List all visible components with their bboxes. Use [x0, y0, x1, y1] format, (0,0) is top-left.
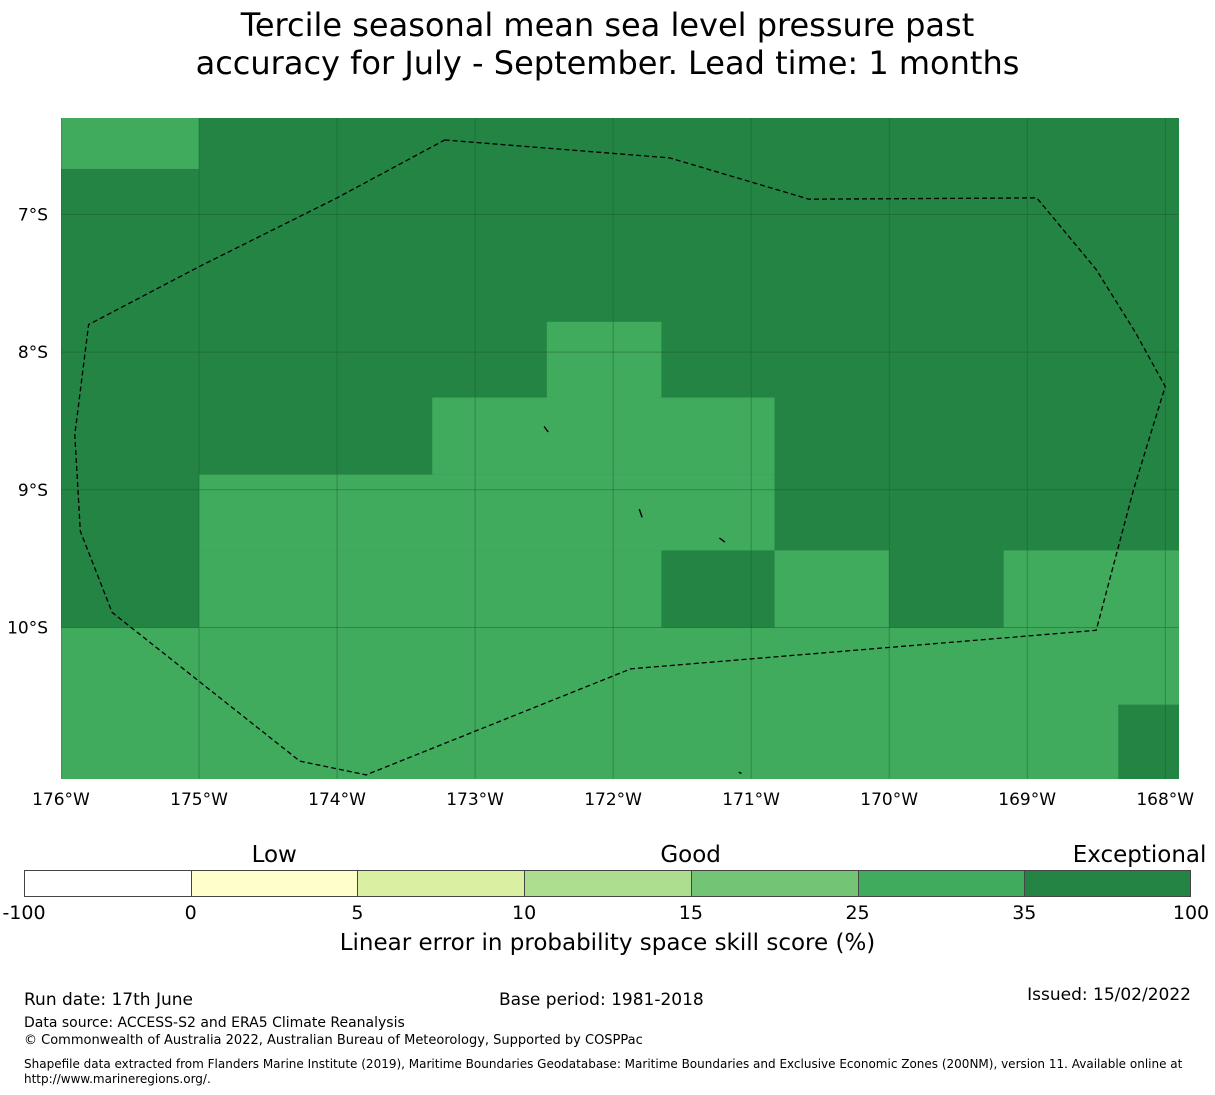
lat-tick-label: 8°S [18, 343, 48, 363]
lon-tick-label: 176°W [32, 790, 90, 810]
island-outline [543, 426, 549, 433]
lon-tick-label: 169°W [998, 790, 1056, 810]
colorbar-tick-label: -100 [2, 902, 46, 924]
lon-tick-label: 170°W [860, 790, 918, 810]
lat-tick-label: 9°S [18, 481, 48, 501]
colorbar-category-label: Exceptional [1072, 842, 1207, 868]
issued-date: Issued: 15/02/2022 [1027, 985, 1191, 1005]
lon-tick-label: 171°W [722, 790, 780, 810]
skill-cell [546, 321, 662, 398]
lat-tick-label: 10°S [7, 619, 48, 639]
chart-title-line-1: Tercile seasonal mean sea level pressure… [240, 6, 975, 44]
colorbar-bin [24, 870, 191, 897]
colorbar-bin [357, 870, 525, 897]
lat-tick-label: 7°S [18, 205, 48, 225]
skill-cell [61, 118, 200, 169]
island-outline [718, 537, 726, 543]
skill-cell [199, 550, 662, 628]
eez-boundary-line [74, 139, 1166, 776]
chart-title: Tercile seasonal mean sea level pressure… [0, 6, 1215, 82]
skill-cell [1118, 704, 1179, 779]
run-date: Run date: 17th June [24, 990, 193, 1010]
colorbar-tick-label: 100 [1172, 902, 1210, 924]
colorbar-tick-label: 10 [512, 902, 537, 924]
skill-cell [1003, 550, 1179, 628]
colorbar-tick-label: 5 [351, 902, 364, 924]
lon-tick-label: 173°W [446, 790, 504, 810]
data-source: Data source: ACCESS-S2 and ERA5 Climate … [24, 1015, 405, 1031]
skill-cell [432, 397, 775, 475]
skill-score-map: 7°S 8°S 9°S 10°S 176°W 175°W 174°W 173°W 172°W 17… [7, 118, 1194, 810]
skill-cell [774, 550, 890, 628]
skill-cell [199, 474, 775, 551]
base-period: Base period: 1981-2018 [499, 990, 704, 1010]
shapefile-credit: Shapefile data extracted from Flanders M… [24, 1057, 1183, 1071]
lon-tick-label: 175°W [170, 790, 228, 810]
colorbar-category-label: Good [660, 842, 721, 868]
colorbar-bin [190, 870, 358, 897]
lon-tick-label: 172°W [584, 790, 642, 810]
skill-cell [61, 627, 1179, 779]
colorbar-bin [857, 870, 1025, 897]
chart-title-line-2: accuracy for July - September. Lead time… [195, 44, 1020, 82]
colorbar-category-label: Low [251, 842, 297, 868]
colorbar-tick-label: 15 [678, 902, 703, 924]
copyright: © Commonwealth of Australia 2022, Austra… [24, 1033, 643, 1048]
colorbar-axis-label: Linear error in probability space skill … [339, 930, 876, 956]
colorbar-tick-label: 25 [845, 902, 870, 924]
colorbar-bin [524, 870, 691, 897]
shapefile-url: http://www.marineregions.org/. [24, 1072, 211, 1086]
colorbar-bin [690, 870, 858, 897]
island-outline [638, 508, 643, 518]
colorbar-tick-label: 35 [1012, 902, 1037, 924]
island-outline [738, 771, 742, 775]
colorbar-bin [1024, 870, 1191, 897]
map-plot-area [61, 118, 1179, 779]
lon-tick-label: 174°W [308, 790, 366, 810]
colorbar-tick-label: 0 [184, 902, 197, 924]
lon-tick-label: 168°W [1136, 790, 1194, 810]
